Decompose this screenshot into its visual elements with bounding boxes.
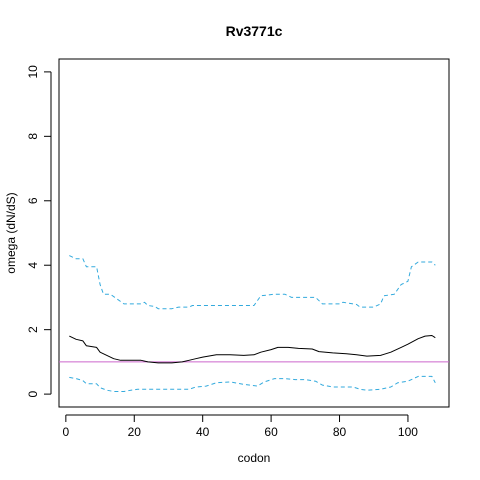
x-tick-label: 60 xyxy=(264,425,278,439)
plot-frame xyxy=(58,58,450,408)
series-line-lower-bound xyxy=(69,375,436,392)
y-tick-label: 6 xyxy=(26,197,40,204)
y-tick-label: 2 xyxy=(26,326,40,333)
x-tick-label: 40 xyxy=(196,425,210,439)
x-tick-label: 100 xyxy=(398,425,418,439)
chart-title: Rv3771c xyxy=(226,23,283,39)
series-group xyxy=(69,255,436,392)
y-tick-label: 0 xyxy=(26,390,40,397)
plot-area xyxy=(58,58,450,408)
y-axis-label: omega (dN/dS) xyxy=(4,192,18,273)
series-line-estimate xyxy=(69,335,436,364)
series-line-upper-bound xyxy=(69,255,436,310)
y-tick-label: 10 xyxy=(26,65,40,79)
x-tick-label: 80 xyxy=(333,425,347,439)
y-tick-label: 8 xyxy=(26,133,40,140)
axes-group: 0 20 40 60 80 100 0 2 4 6 8 10 xyxy=(26,65,418,439)
x-tick-label: 20 xyxy=(128,425,142,439)
x-axis-label: codon xyxy=(238,451,271,465)
y-tick-label: 4 xyxy=(26,262,40,269)
x-tick-label: 0 xyxy=(62,425,69,439)
